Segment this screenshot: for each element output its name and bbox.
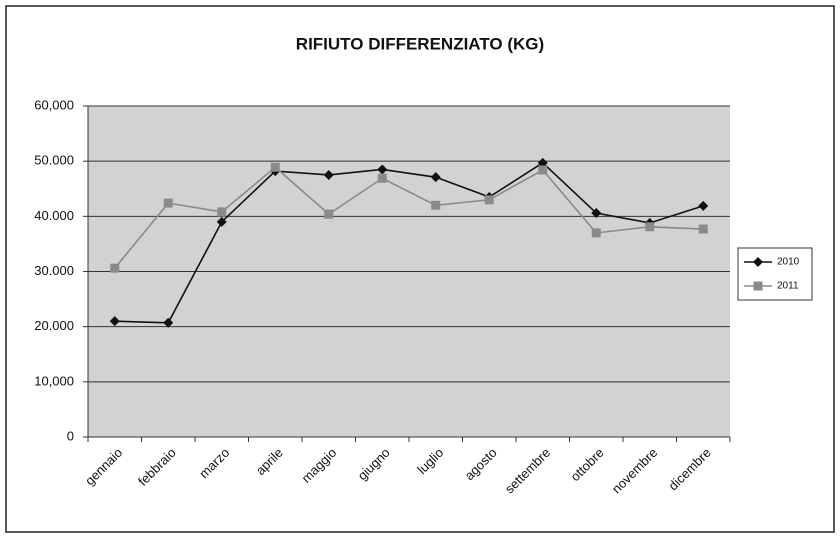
data-point: [377, 173, 387, 183]
data-point: [163, 317, 174, 328]
data-point: [163, 198, 173, 208]
legend-marker: [753, 257, 763, 267]
legend-label: 2011: [777, 281, 799, 292]
series-line: [114, 166, 704, 269]
legend-label: 2010: [777, 257, 800, 268]
data-point: [645, 222, 655, 232]
data-point: [430, 172, 441, 183]
data-point: [109, 316, 120, 327]
data-point: [217, 207, 227, 217]
y-tick-label: 20.000: [34, 318, 74, 333]
y-tick-label: 0: [67, 428, 74, 443]
chart-title: RIFIUTO DIFFERENZIATO (KG): [296, 34, 544, 53]
data-point: [538, 165, 548, 175]
y-tick-label: 30.000: [34, 263, 74, 278]
y-tick-label: 50.000: [34, 153, 74, 168]
data-point: [323, 169, 334, 180]
data-point: [698, 224, 708, 234]
data-point: [110, 263, 120, 273]
data-point: [324, 209, 334, 219]
legend-box: [737, 247, 813, 301]
data-point: [216, 216, 227, 227]
y-tick-label: 10,000: [34, 373, 74, 388]
data-point: [431, 200, 441, 210]
data-point: [591, 208, 602, 219]
data-point: [591, 228, 601, 238]
data-point: [537, 157, 548, 168]
data-point: [270, 162, 280, 172]
data-point: [698, 200, 709, 211]
data-point: [377, 164, 388, 175]
data-point: [484, 195, 494, 205]
y-tick-label: 60,000: [34, 97, 74, 112]
legend-marker: [753, 281, 763, 291]
y-tick-label: 40.000: [34, 208, 74, 223]
series-line: [114, 161, 704, 324]
